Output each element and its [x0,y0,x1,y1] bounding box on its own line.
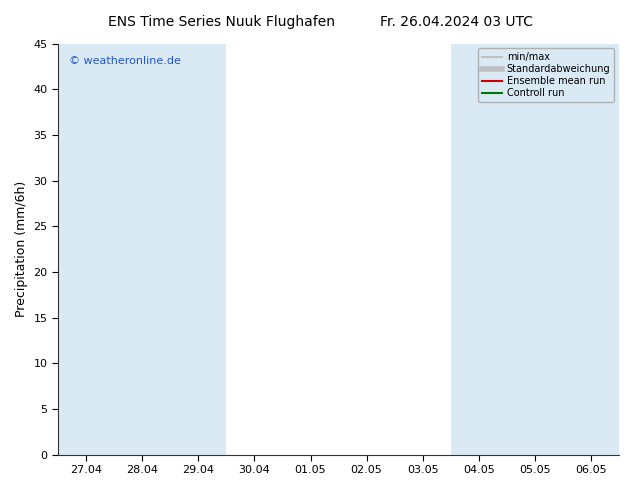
Text: Fr. 26.04.2024 03 UTC: Fr. 26.04.2024 03 UTC [380,15,533,29]
Bar [114,44,171,455]
Bar [58,44,114,455]
Y-axis label: Precipitation (mm/6h): Precipitation (mm/6h) [15,181,28,317]
Text: © weatheronline.de: © weatheronline.de [69,56,181,66]
Bar [451,44,507,455]
Text: ENS Time Series Nuuk Flughafen: ENS Time Series Nuuk Flughafen [108,15,335,29]
Legend: min/max, Standardabweichung, Ensemble mean run, Controll run: min/max, Standardabweichung, Ensemble me… [479,49,614,102]
Bar [563,44,619,455]
Bar [507,44,563,455]
Bar [171,44,226,455]
